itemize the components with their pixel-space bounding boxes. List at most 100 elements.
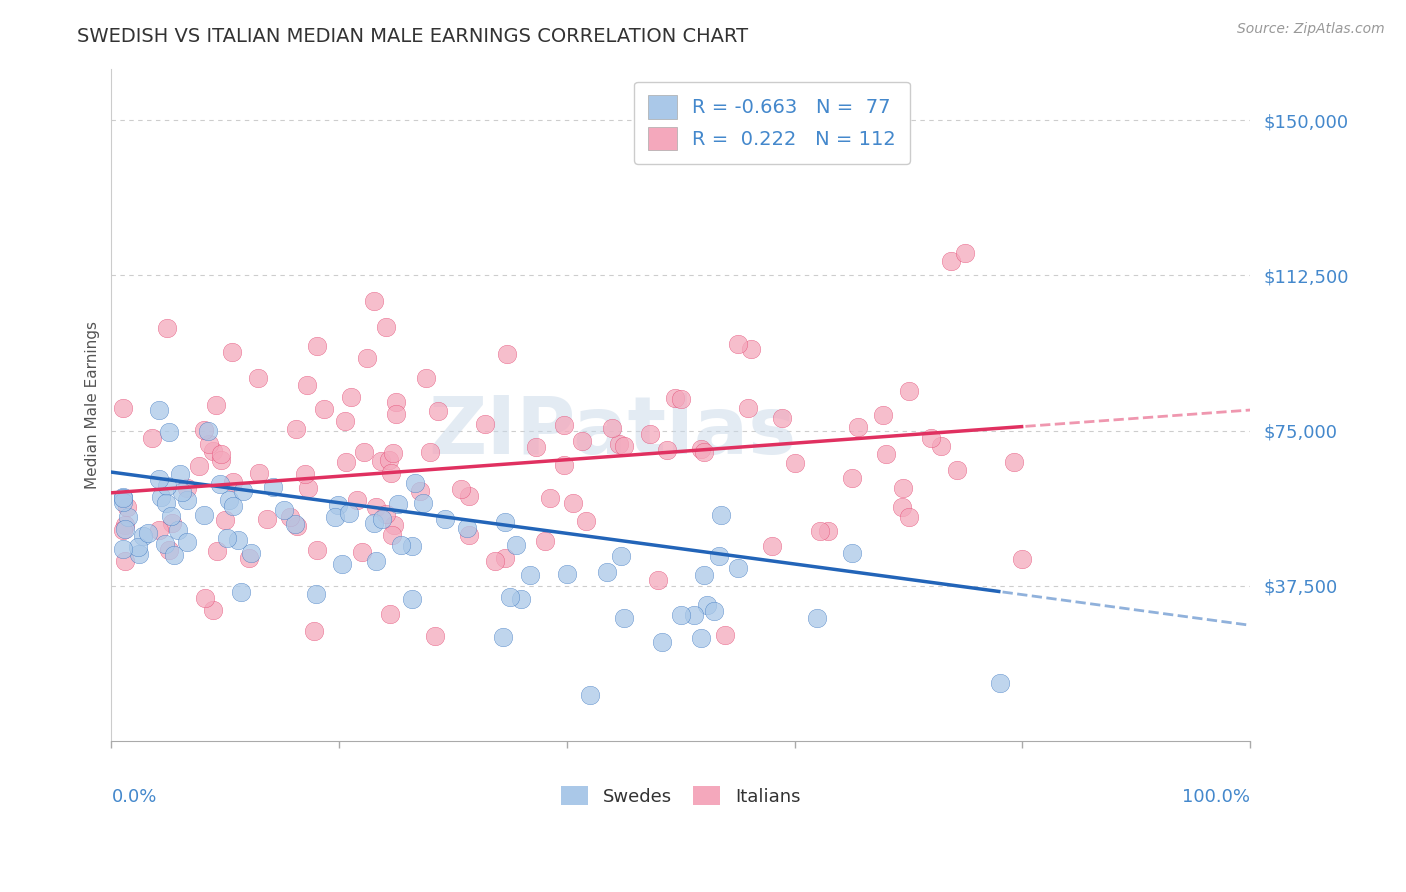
Point: [419, 444, 441, 458]
Point: [664, 392, 686, 406]
Point: [404, 475, 426, 490]
Point: [262, 480, 284, 494]
Point: [176, 481, 198, 495]
Point: [114, 554, 136, 568]
Point: [610, 549, 633, 563]
Point: [484, 554, 506, 568]
Point: [651, 635, 673, 649]
Point: [669, 392, 692, 406]
Point: [128, 547, 150, 561]
Point: [278, 509, 301, 524]
Text: SWEDISH VS ITALIAN MEDIAN MALE EARNINGS CORRELATION CHART: SWEDISH VS ITALIAN MEDIAN MALE EARNINGS …: [77, 27, 748, 45]
Point: [875, 447, 897, 461]
Point: [114, 518, 136, 533]
Point: [519, 567, 541, 582]
Point: [163, 548, 186, 562]
Point: [114, 522, 136, 536]
Point: [770, 410, 793, 425]
Point: [375, 507, 398, 521]
Point: [401, 539, 423, 553]
Point: [737, 401, 759, 415]
Point: [692, 445, 714, 459]
Point: [450, 482, 472, 496]
Point: [111, 490, 134, 504]
Point: [846, 419, 869, 434]
Text: 0.0%: 0.0%: [111, 789, 157, 806]
Point: [647, 574, 669, 588]
Point: [891, 500, 914, 514]
Point: [409, 483, 432, 498]
Point: [609, 437, 631, 451]
Point: [988, 675, 1011, 690]
Point: [727, 336, 749, 351]
Point: [806, 611, 828, 625]
Point: [111, 494, 134, 508]
Point: [356, 351, 378, 365]
Point: [285, 519, 308, 533]
Point: [385, 395, 408, 409]
Point: [613, 439, 636, 453]
Point: [111, 491, 134, 505]
Text: Source: ZipAtlas.com: Source: ZipAtlas.com: [1237, 22, 1385, 37]
Point: [524, 440, 547, 454]
Point: [197, 425, 219, 439]
Point: [640, 426, 662, 441]
Point: [153, 537, 176, 551]
Point: [335, 414, 357, 428]
Point: [214, 513, 236, 527]
Point: [169, 467, 191, 482]
Point: [897, 510, 920, 524]
Point: [562, 496, 585, 510]
Point: [148, 523, 170, 537]
Point: [111, 523, 134, 537]
Point: [1002, 455, 1025, 469]
Point: [302, 624, 325, 638]
Point: [297, 481, 319, 495]
Point: [194, 591, 217, 605]
Point: [505, 537, 527, 551]
Point: [538, 491, 561, 505]
Point: [294, 467, 316, 482]
Point: [575, 514, 598, 528]
Point: [157, 425, 180, 439]
Point: [381, 446, 404, 460]
Point: [217, 531, 239, 545]
Point: [380, 528, 402, 542]
Point: [941, 254, 963, 268]
Point: [232, 483, 254, 498]
Point: [761, 540, 783, 554]
Point: [249, 467, 271, 481]
Point: [307, 339, 329, 353]
Point: [187, 458, 209, 473]
Point: [380, 466, 402, 480]
Point: [423, 629, 446, 643]
Point: [496, 347, 519, 361]
Point: [929, 439, 952, 453]
Point: [364, 500, 387, 514]
Point: [337, 507, 360, 521]
Point: [841, 546, 863, 560]
Point: [167, 523, 190, 537]
Point: [374, 320, 396, 334]
Point: [613, 611, 636, 625]
Point: [669, 607, 692, 622]
Point: [509, 592, 531, 607]
Point: [246, 371, 269, 385]
Point: [205, 398, 228, 412]
Point: [157, 543, 180, 558]
Point: [690, 442, 713, 457]
Point: [380, 607, 402, 621]
Point: [872, 409, 894, 423]
Point: [891, 481, 914, 495]
Point: [339, 391, 361, 405]
Point: [571, 434, 593, 448]
Point: [155, 496, 177, 510]
Point: [295, 378, 318, 392]
Point: [156, 320, 179, 334]
Point: [156, 479, 179, 493]
Point: [240, 546, 263, 560]
Point: [898, 384, 921, 398]
Point: [696, 598, 718, 612]
Point: [335, 455, 357, 469]
Point: [384, 408, 406, 422]
